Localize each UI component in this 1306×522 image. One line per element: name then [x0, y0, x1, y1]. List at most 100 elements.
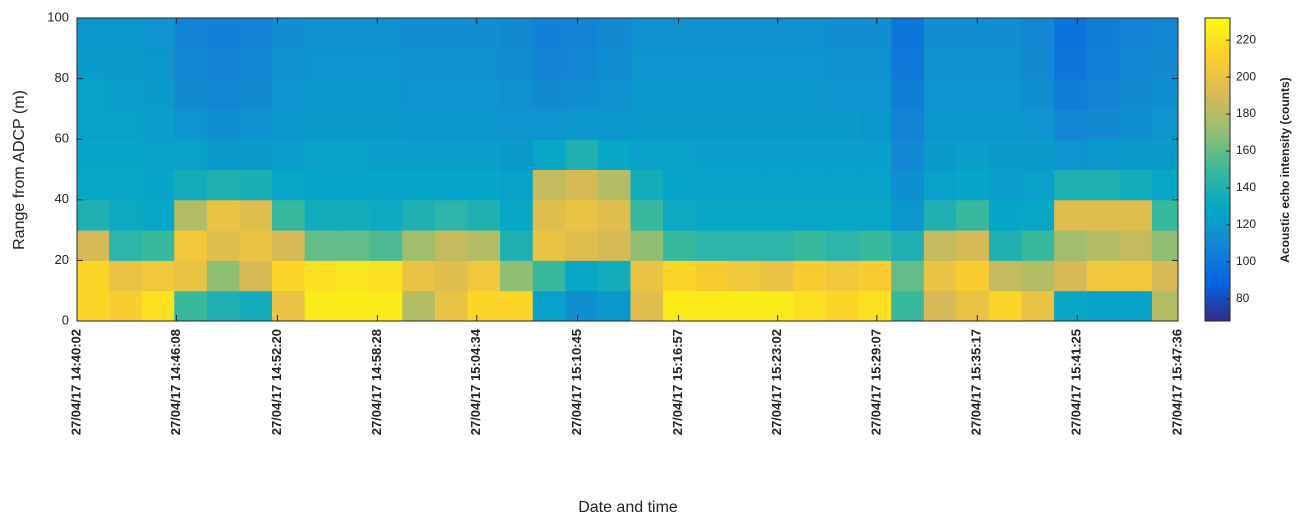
colorbar-swatch: [1205, 81, 1230, 86]
heatmap-cell: [891, 290, 925, 322]
heatmap-cell: [109, 108, 143, 140]
heatmap-cell: [826, 169, 860, 201]
heatmap-cell: [858, 169, 892, 201]
colorbar-tick-label: 120: [1236, 217, 1256, 231]
colorbar-swatch: [1205, 166, 1230, 170]
heatmap-cell: [793, 18, 827, 49]
heatmap-cell: [663, 199, 697, 231]
x-tick-label: 27/04/17 15:41:25: [1069, 329, 1084, 435]
heatmap-cell: [858, 230, 892, 261]
heatmap-cell: [500, 108, 534, 140]
heatmap-cell: [728, 108, 762, 140]
heatmap-cell: [206, 18, 240, 49]
heatmap-cell: [1054, 169, 1088, 201]
heatmap-cell: [206, 199, 240, 231]
heatmap-cell: [402, 290, 436, 322]
colorbar-swatch: [1205, 233, 1230, 237]
heatmap-cell: [206, 139, 240, 170]
heatmap-cell: [956, 290, 990, 322]
heatmap-cell: [1086, 18, 1120, 49]
heatmap-cell: [1086, 199, 1120, 231]
colorbar-tick-label: 180: [1236, 106, 1256, 120]
heatmap-cell: [565, 290, 599, 322]
heatmap-cell: [760, 260, 794, 292]
heatmap-cell: [1021, 290, 1055, 322]
heatmap-cell: [630, 199, 664, 231]
colorbar-swatch: [1205, 193, 1230, 198]
heatmap-cell: [271, 48, 306, 80]
heatmap-cell: [1119, 260, 1153, 292]
x-tick-label: 27/04/17 15:10:45: [569, 329, 584, 435]
colorbar-swatch: [1205, 199, 1230, 204]
colorbar-swatch: [1205, 224, 1230, 228]
colorbar-swatch: [1205, 260, 1230, 264]
colorbar-swatch: [1205, 111, 1230, 116]
heatmap-cell: [826, 48, 860, 80]
heatmap-cell: [630, 18, 664, 49]
heatmap-cell: [402, 230, 436, 261]
heatmap-cell: [630, 260, 664, 292]
heatmap-cell: [434, 108, 469, 140]
heatmap-cell: [793, 139, 827, 170]
heatmap-cell: [923, 108, 957, 140]
heatmap-cell: [956, 169, 990, 201]
heatmap-cell: [923, 78, 957, 110]
heatmap-cell: [174, 290, 208, 322]
heatmap-cell: [271, 169, 306, 201]
heatmap-cell: [109, 48, 143, 80]
heatmap-cell: [304, 18, 338, 49]
heatmap-cell: [597, 290, 631, 322]
heatmap-cell: [923, 139, 957, 170]
heatmap-cell: [793, 48, 827, 80]
colorbar-swatch: [1205, 127, 1230, 131]
heatmap-cell: [988, 260, 1023, 292]
heatmap-cell: [988, 78, 1023, 110]
heatmap-cell: [467, 48, 501, 80]
heatmap-cell: [304, 139, 338, 170]
colorbar-swatch: [1205, 66, 1230, 71]
heatmap-cell: [239, 139, 273, 170]
colorbar-swatch: [1205, 30, 1230, 34]
heatmap-cell: [369, 108, 403, 140]
heatmap-cell: [532, 78, 566, 110]
heatmap-cell: [500, 139, 534, 170]
colorbar-swatch: [1205, 96, 1230, 101]
heatmap-cell: [337, 78, 371, 110]
colorbar-swatch: [1205, 105, 1230, 110]
heatmap-cell: [695, 18, 729, 49]
heatmap-cell: [467, 290, 501, 322]
heatmap-cell: [174, 260, 208, 292]
heatmap-cell: [630, 230, 664, 261]
y-axis-label: Range from ADCP (m): [11, 90, 28, 250]
colorbar-swatch: [1205, 302, 1230, 307]
colorbar-swatch: [1205, 21, 1230, 25]
heatmap-cell: [1151, 48, 1179, 80]
heatmap-cell: [1119, 108, 1153, 140]
heatmap-cell: [760, 230, 794, 261]
heatmap-cell: [369, 18, 403, 49]
heatmap-cell: [597, 260, 631, 292]
heatmap-cell: [1021, 260, 1055, 292]
heatmap-cell: [174, 78, 208, 110]
colorbar-swatch: [1205, 84, 1230, 89]
x-tick-label: 27/04/17 15:35:17: [969, 329, 984, 435]
heatmap-cell: [728, 260, 762, 292]
heatmap-cell: [500, 290, 534, 322]
heatmap-cell: [793, 199, 827, 231]
heatmap-cell: [956, 230, 990, 261]
heatmap-cell: [141, 260, 175, 292]
heatmap-cell: [956, 139, 990, 170]
heatmap-cell: [891, 78, 925, 110]
colorbar-swatch: [1205, 133, 1230, 137]
heatmap-cell: [1021, 48, 1055, 80]
heatmap-cell: [434, 18, 469, 49]
colorbar-swatch: [1205, 202, 1230, 207]
colorbar-swatch: [1205, 160, 1230, 164]
colorbar-swatch: [1205, 284, 1230, 289]
colorbar-swatch: [1205, 33, 1230, 37]
heatmap-cell: [1119, 199, 1153, 231]
heatmap-cell: [174, 230, 208, 261]
heatmap-cell: [663, 48, 697, 80]
colorbar-swatch: [1205, 93, 1230, 98]
heatmap-cell: [695, 199, 729, 231]
